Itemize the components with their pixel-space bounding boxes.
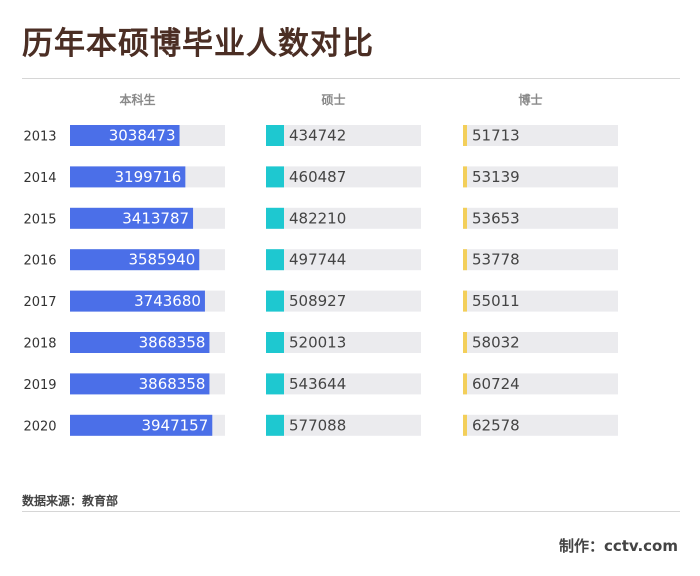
value-label: 51713 [472, 127, 520, 145]
year-label: 2014 [23, 171, 56, 186]
bar-track [266, 373, 421, 395]
column-header: 硕士 [321, 92, 345, 107]
top-divider [22, 78, 680, 79]
bar [266, 414, 284, 436]
value-label: 53653 [472, 209, 520, 227]
value-label: 3585940 [128, 251, 195, 269]
bar-track [266, 207, 421, 229]
bar-track [463, 373, 618, 395]
bar [70, 373, 210, 395]
bar [266, 249, 284, 271]
bar [463, 166, 467, 188]
bar [266, 290, 284, 312]
column-header: 本科生 [119, 92, 155, 107]
value-label: 520013 [289, 334, 346, 352]
year-label: 2016 [23, 254, 56, 269]
value-label: 55011 [472, 292, 520, 310]
data-source: 数据来源：教育部 [22, 494, 119, 508]
bar [70, 332, 210, 353]
bar [463, 249, 467, 271]
bar [463, 290, 467, 312]
bar [70, 414, 213, 436]
year-label: 2013 [23, 130, 56, 145]
bar-track [266, 249, 421, 271]
bar-track [463, 414, 618, 436]
value-label: 577088 [289, 416, 346, 434]
bar [463, 125, 467, 146]
chart-area: 本科生 硕士 博士 2013 3038473 434742 51713 2014 3199716… [23, 92, 618, 436]
value-label: 482210 [289, 209, 346, 227]
value-label: 53139 [472, 168, 520, 186]
bar [70, 166, 186, 188]
value-label: 58032 [472, 334, 520, 352]
bar-track [463, 207, 618, 229]
year-label: 2020 [23, 419, 56, 434]
bar-track [266, 290, 421, 312]
bar [266, 125, 284, 146]
year-label: 2015 [23, 212, 56, 227]
bar-track [463, 290, 618, 312]
value-label: 3743680 [134, 292, 201, 310]
value-label: 543644 [289, 375, 346, 393]
credit: 制作：cctv.com [558, 537, 678, 555]
bar [463, 373, 467, 395]
chart-title: 历年本硕博毕业人数对比 [22, 26, 374, 62]
bar [463, 207, 467, 229]
bar-track [463, 125, 618, 146]
bar [266, 207, 284, 229]
bar-track [463, 166, 618, 188]
bar [266, 373, 284, 395]
year-label: 2018 [23, 337, 56, 352]
value-label: 508927 [289, 292, 346, 310]
column-header: 博士 [518, 92, 542, 107]
value-label: 3868358 [139, 334, 206, 352]
bar-track [266, 332, 421, 353]
bar-track [266, 125, 421, 146]
bar [266, 166, 284, 188]
bar [463, 332, 467, 353]
year-label: 2017 [23, 295, 56, 310]
value-label: 3947157 [141, 416, 208, 434]
bar [266, 332, 284, 353]
value-label: 62578 [472, 416, 520, 434]
bottom-divider [22, 511, 680, 512]
value-label: 434742 [289, 127, 346, 145]
value-label: 3413787 [122, 209, 189, 227]
bar [70, 290, 205, 312]
bar [70, 207, 194, 229]
bar-track [266, 166, 421, 188]
year-label: 2019 [23, 378, 56, 393]
value-label: 60724 [472, 375, 520, 393]
value-label: 53778 [472, 251, 520, 269]
value-label: 460487 [289, 168, 346, 186]
bar [70, 249, 200, 271]
value-label: 3038473 [109, 127, 176, 145]
bar [463, 414, 467, 436]
value-label: 3868358 [139, 375, 206, 393]
value-label: 497744 [289, 251, 346, 269]
bar-track [463, 249, 618, 271]
value-label: 3199716 [115, 168, 182, 186]
bar-track [266, 414, 421, 436]
bar-track [463, 332, 618, 353]
bar [70, 125, 180, 146]
